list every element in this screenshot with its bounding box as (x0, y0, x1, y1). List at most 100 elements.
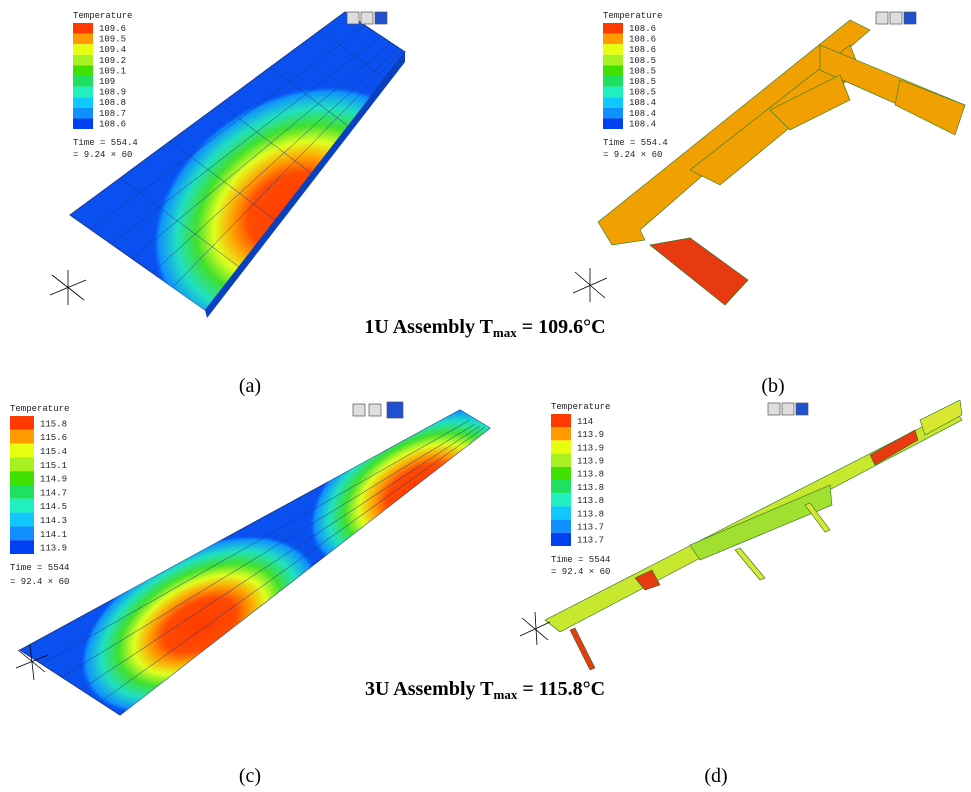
title-suffix: = 115.8°C (522, 678, 605, 700)
legend-label: 108.5 (629, 77, 656, 87)
legend-label: 108.6 (99, 119, 126, 129)
legend-label: 113.8 (577, 509, 604, 519)
legend-swatch (73, 23, 93, 34)
legend-label: 108.4 (629, 119, 656, 129)
legend-label: 113.7 (577, 536, 604, 546)
legend-title: Temperature (603, 11, 662, 21)
legend-label: 113.7 (577, 523, 604, 533)
legend-swatch (551, 533, 571, 546)
page: 1U Assembly Tmax= 109.6°C 3U Assembly Tm… (0, 0, 971, 792)
legend-label: 114.5 (40, 502, 67, 512)
legend-swatch (551, 493, 571, 506)
legend-title: Temperature (551, 402, 610, 412)
legend-swatch (603, 23, 623, 34)
legend-label: 108.5 (629, 88, 656, 98)
legend-label: 114.1 (40, 530, 67, 540)
legend-label: 113.8 (577, 470, 604, 480)
legend-label: 109.5 (99, 35, 126, 45)
legend-title: Temperature (73, 11, 132, 21)
legend-swatch (603, 34, 623, 45)
legend-label: 113.9 (577, 457, 604, 467)
legend-swatch (10, 485, 34, 499)
panel-caption: (a) (239, 375, 261, 397)
legend-label: 108.6 (629, 35, 656, 45)
legend-swatch (551, 454, 571, 467)
legend-label: 109.1 (99, 66, 126, 76)
legend-label: 113.9 (577, 443, 604, 453)
legend-swatch (73, 55, 93, 66)
legend-label: 109.4 (99, 45, 126, 55)
legend-swatch (73, 76, 93, 87)
legend-swatch (551, 414, 571, 427)
legend-swatch (10, 526, 34, 540)
legend-swatch (10, 416, 34, 430)
legend-swatch (73, 97, 93, 108)
legend-swatch (603, 55, 623, 66)
legend-label: 113.9 (40, 544, 67, 554)
legend-swatch (10, 457, 34, 471)
time-label: Time = 5544 (10, 563, 69, 573)
time-factor: = 92.4 × 60 (10, 577, 69, 587)
time-factor: = 9.24 × 60 (603, 150, 662, 160)
title-subscript: max (493, 687, 517, 702)
legend-label: 109 (99, 77, 115, 87)
time-label: Time = 5544 (551, 555, 610, 565)
title-suffix: = 109.6°C (522, 316, 606, 338)
title-subscript: max (493, 325, 517, 340)
legend-swatch (551, 520, 571, 533)
legend-label: 108.4 (629, 98, 656, 108)
legend-swatch (73, 65, 93, 76)
legend-swatch (10, 430, 34, 444)
legend-swatch (603, 65, 623, 76)
time-label: Time = 554.4 (73, 138, 138, 148)
legend-swatch (10, 513, 34, 527)
title-prefix: 1U Assembly T (364, 316, 493, 338)
legend-swatch (10, 540, 34, 554)
legend-swatch (603, 87, 623, 98)
legend-label: 115.6 (40, 433, 67, 443)
legend-label: 108.6 (629, 45, 656, 55)
legend-swatch (603, 76, 623, 87)
legend-label: 115.8 (40, 419, 67, 429)
legend-label: 108.4 (629, 109, 656, 119)
legend-label: 109.6 (99, 24, 126, 34)
legend-label: 108.7 (99, 109, 126, 119)
legend-swatch (73, 87, 93, 98)
model-d (545, 400, 962, 670)
legend-label: 113.8 (577, 496, 604, 506)
legend-label: 115.1 (40, 461, 67, 471)
legend-label: 108.5 (629, 66, 656, 76)
legend-swatch (603, 118, 623, 129)
time-factor: = 92.4 × 60 (551, 567, 610, 577)
panel-caption: (d) (704, 765, 727, 787)
legend-swatch (10, 444, 34, 458)
time-label: Time = 554.4 (603, 138, 668, 148)
legend-label: 114.7 (40, 488, 67, 498)
legend-swatch (73, 44, 93, 55)
legend-title: Temperature (10, 404, 69, 414)
legend-swatch (73, 108, 93, 119)
legend-swatch (73, 118, 93, 129)
legend-label: 113.8 (577, 483, 604, 493)
legend-label: 113.9 (577, 430, 604, 440)
legend-label: 115.4 (40, 447, 67, 457)
group-title: 1U Assembly Tmax = 109.6°C (364, 316, 605, 340)
legend-label: 114.3 (40, 516, 67, 526)
legend-swatch (551, 467, 571, 480)
title-prefix: 3U Assembly T (365, 678, 494, 700)
figure: 1U Assembly Tmax= 109.6°C 3U Assembly Tm… (0, 0, 971, 792)
panel-caption: (c) (239, 765, 261, 787)
legend-label: 108.8 (99, 98, 126, 108)
group-title: 3U Assembly Tmax = 115.8°C (365, 678, 605, 702)
legend-label: 114.9 (40, 475, 67, 485)
legend-label: 114 (577, 417, 593, 427)
legend-label: 109.2 (99, 56, 126, 66)
legend-label: 108.9 (99, 88, 126, 98)
legend-label: 108.6 (629, 24, 656, 34)
legend-label: 108.5 (629, 56, 656, 66)
legend-swatch (551, 427, 571, 440)
legend-swatch (10, 471, 34, 485)
legend-swatch (551, 440, 571, 453)
legend-swatch (603, 97, 623, 108)
legend-swatch (551, 506, 571, 519)
